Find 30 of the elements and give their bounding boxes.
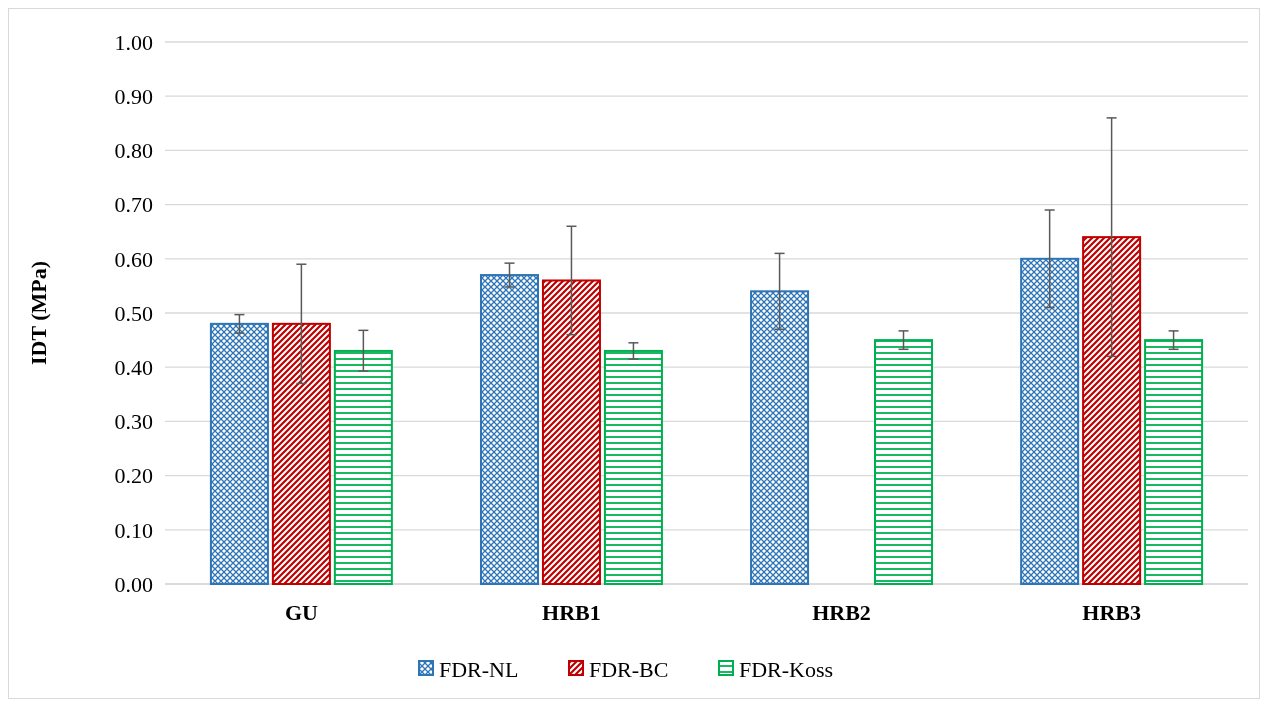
y-tick-label: 0.10	[114, 517, 153, 543]
y-tick-label: 0.30	[114, 409, 153, 435]
bar	[479, 274, 539, 585]
y-tick-label: 0.40	[114, 354, 153, 380]
y-tick-label: 0.90	[114, 83, 153, 109]
x-tick-label: HRB2	[812, 600, 871, 625]
bar	[333, 349, 393, 585]
legend-label: FDR-NL	[439, 656, 519, 682]
y-tick-label: 1.00	[114, 29, 153, 55]
legend-label: FDR-Koss	[739, 656, 834, 682]
y-tick-label: 0.20	[114, 463, 153, 489]
bar	[1144, 339, 1204, 585]
y-tick-label: 0.00	[114, 571, 153, 597]
bar	[603, 349, 663, 585]
bar	[750, 290, 810, 585]
bar	[874, 339, 934, 585]
legend-label: FDR-BC	[589, 656, 669, 682]
y-tick-label: 0.60	[114, 246, 153, 272]
bar	[271, 322, 331, 585]
x-tick-label: GU	[284, 600, 318, 625]
x-tick-label: HRB3	[1082, 600, 1141, 625]
bar	[541, 279, 601, 585]
x-tick-label: HRB1	[542, 600, 601, 625]
bar	[1082, 236, 1142, 585]
bar	[209, 322, 269, 585]
y-tick-label: 0.80	[114, 138, 153, 164]
y-axis-title: IDT (MPa)	[26, 260, 51, 366]
y-tick-label: 0.70	[114, 192, 153, 218]
y-tick-label: 0.50	[114, 300, 153, 326]
bar	[1020, 257, 1080, 585]
